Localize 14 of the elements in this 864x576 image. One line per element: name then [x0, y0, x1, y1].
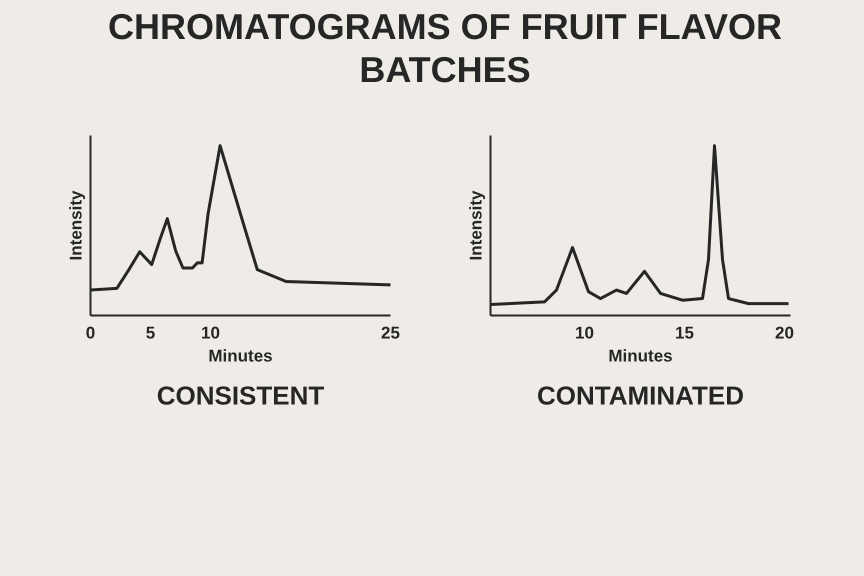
x-tick-label: 5 — [146, 324, 156, 342]
x-axis-title: Minutes — [608, 346, 673, 366]
chart-title: CHROMATOGRAMS OF FRUIT FLAVOR BATCHES — [107, 5, 783, 92]
x-tick-label: 10 — [201, 324, 220, 342]
x-tick-label: 10 — [575, 324, 594, 342]
x-tick-label: 25 — [381, 324, 400, 342]
x-tick-label: 0 — [86, 324, 96, 342]
text: CONTAMINATED — [536, 380, 744, 410]
x-tick-label: 15 — [675, 324, 694, 342]
y-axis-title: Intensity — [66, 190, 86, 260]
text: CONSISTENT — [156, 380, 324, 410]
y-axis-title: Intensity — [466, 190, 486, 260]
x-axis-title: Minutes — [208, 346, 273, 366]
x-tick-label: 20 — [775, 324, 794, 342]
